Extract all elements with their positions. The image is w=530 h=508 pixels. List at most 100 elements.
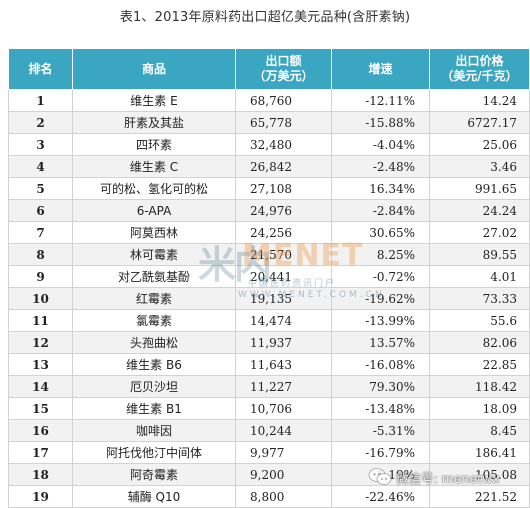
header-product: 商品 bbox=[72, 48, 236, 90]
cell-price: 14.24 bbox=[429, 89, 530, 112]
cell-product: 6-APA bbox=[72, 199, 236, 222]
table-row: 16 咖啡因 10,244 -5.31% 8.45 bbox=[8, 419, 530, 442]
cell-export: 19,135 bbox=[235, 287, 332, 310]
cell-growth: -22.46% bbox=[331, 485, 430, 508]
cell-growth: -12.11% bbox=[331, 89, 430, 112]
table-row: 2 肝素及其盐 65,778 -15.88% 6727.17 bbox=[8, 111, 530, 134]
cell-product: 头孢曲松 bbox=[72, 331, 236, 354]
table-caption: 表1、2013年原料药出口超亿美元品种(含肝素钠) bbox=[119, 10, 411, 25]
cell-rank: 18 bbox=[8, 463, 73, 486]
cell-product: 维生素 B1 bbox=[72, 397, 236, 420]
header-row: 排名 商品 出口额 （万美元） 增速 出口价格 （美元/千克） bbox=[8, 48, 530, 90]
cell-rank: 4 bbox=[8, 155, 73, 178]
cell-growth: -2.48% bbox=[331, 155, 430, 178]
cell-rank: 19 bbox=[8, 485, 73, 508]
cell-product: 辅酶 Q10 bbox=[72, 485, 236, 508]
cell-growth: 30.65% bbox=[331, 221, 430, 244]
cell-price: 8.45 bbox=[429, 419, 530, 442]
cell-price: 27.02 bbox=[429, 221, 530, 244]
cell-growth: 79.30% bbox=[331, 375, 430, 398]
cell-product: 维生素 B6 bbox=[72, 353, 236, 376]
cell-product: 对乙酰氨基酚 bbox=[72, 265, 236, 288]
table-row: 4 维生素 C 26,842 -2.48% 3.46 bbox=[8, 155, 530, 178]
table-row: 3 四环素 32,480 -4.04% 25.06 bbox=[8, 133, 530, 156]
cell-growth: -5.31% bbox=[331, 419, 430, 442]
table-row: 5 可的松、氢化可的松 27,108 16.34% 991.65 bbox=[8, 177, 530, 200]
cell-rank: 16 bbox=[8, 419, 73, 442]
cell-price: 73.33 bbox=[429, 287, 530, 310]
cell-export: 32,480 bbox=[235, 133, 332, 156]
cell-product: 阿托伐他汀中间体 bbox=[72, 441, 236, 464]
table-row: 14 厄贝沙坦 11,227 79.30% 118.42 bbox=[8, 375, 530, 398]
cell-export: 27,108 bbox=[235, 177, 332, 200]
cell-export: 14,474 bbox=[235, 309, 332, 332]
table-row: 7 阿莫西林 24,256 30.65% 27.02 bbox=[8, 221, 530, 244]
cell-growth: -13.48% bbox=[331, 397, 430, 420]
header-export-line2: （万美元） bbox=[253, 69, 314, 83]
cell-rank: 11 bbox=[8, 309, 73, 332]
cell-price: 105.08 bbox=[429, 463, 530, 486]
cell-growth: -1.19% bbox=[331, 463, 430, 486]
cell-export: 24,256 bbox=[235, 221, 332, 244]
cell-rank: 15 bbox=[8, 397, 73, 420]
cell-price: 89.55 bbox=[429, 243, 530, 266]
cell-export: 21,570 bbox=[235, 243, 332, 266]
cell-growth: -13.99% bbox=[331, 309, 430, 332]
table-row: 17 阿托伐他汀中间体 9,977 -16.79% 186.41 bbox=[8, 441, 530, 464]
cell-price: 186.41 bbox=[429, 441, 530, 464]
cell-export: 10,244 bbox=[235, 419, 332, 442]
cell-export: 65,778 bbox=[235, 111, 332, 134]
table-row: 10 红霉素 19,135 -19.62% 73.33 bbox=[8, 287, 530, 310]
cell-product: 氯霉素 bbox=[72, 309, 236, 332]
cell-growth: -0.72% bbox=[331, 265, 430, 288]
cell-export: 11,937 bbox=[235, 331, 332, 354]
cell-rank: 17 bbox=[8, 441, 73, 464]
table-row: 1 维生素 E 68,760 -12.11% 14.24 bbox=[8, 89, 530, 112]
cell-rank: 9 bbox=[8, 265, 73, 288]
table-row: 12 头孢曲松 11,937 13.57% 82.06 bbox=[8, 331, 530, 354]
cell-rank: 8 bbox=[8, 243, 73, 266]
header-growth: 增速 bbox=[331, 48, 430, 90]
cell-product: 肝素及其盐 bbox=[72, 111, 236, 134]
cell-growth: -15.88% bbox=[331, 111, 430, 134]
table-row: 13 维生素 B6 11,643 -16.08% 22.85 bbox=[8, 353, 530, 376]
cell-growth: -16.08% bbox=[331, 353, 430, 376]
cell-export: 68,760 bbox=[235, 89, 332, 112]
export-table: 排名 商品 出口额 （万美元） 增速 出口价格 （美元/千克） 1 维生素 E 68… bbox=[8, 48, 530, 508]
cell-rank: 7 bbox=[8, 221, 73, 244]
cell-export: 8,800 bbox=[235, 485, 332, 508]
cell-rank: 14 bbox=[8, 375, 73, 398]
table-row: 8 林可霉素 21,570 8.25% 89.55 bbox=[8, 243, 530, 266]
cell-product: 可的松、氢化可的松 bbox=[72, 177, 236, 200]
cell-growth: -2.84% bbox=[331, 199, 430, 222]
cell-export: 11,227 bbox=[235, 375, 332, 398]
cell-price: 82.06 bbox=[429, 331, 530, 354]
cell-export: 26,842 bbox=[235, 155, 332, 178]
cell-product: 厄贝沙坦 bbox=[72, 375, 236, 398]
cell-export: 9,977 bbox=[235, 441, 332, 464]
table-row: 9 对乙酰氨基酚 20,441 -0.72% 4.01 bbox=[8, 265, 530, 288]
cell-product: 维生素 C bbox=[72, 155, 236, 178]
cell-growth: -19.62% bbox=[331, 287, 430, 310]
header-price-line2: （美元/千克） bbox=[441, 69, 518, 83]
cell-price: 4.01 bbox=[429, 265, 530, 288]
table-row: 18 阿奇霉素 9,200 -1.19% 105.08 bbox=[8, 463, 530, 486]
cell-product: 维生素 E bbox=[72, 89, 236, 112]
cell-price: 25.06 bbox=[429, 133, 530, 156]
table-row: 15 维生素 B1 10,706 -13.48% 18.09 bbox=[8, 397, 530, 420]
cell-rank: 5 bbox=[8, 177, 73, 200]
header-price-line1: 出口价格 bbox=[455, 54, 504, 68]
cell-growth: 13.57% bbox=[331, 331, 430, 354]
cell-export: 9,200 bbox=[235, 463, 332, 486]
cell-growth: 16.34% bbox=[331, 177, 430, 200]
cell-price: 118.42 bbox=[429, 375, 530, 398]
cell-rank: 12 bbox=[8, 331, 73, 354]
cell-product: 咖啡因 bbox=[72, 419, 236, 442]
header-price: 出口价格 （美元/千克） bbox=[429, 48, 530, 90]
cell-rank: 10 bbox=[8, 287, 73, 310]
table-row: 6 6-APA 24,976 -2.84% 24.24 bbox=[8, 199, 530, 222]
header-export: 出口额 （万美元） bbox=[235, 48, 332, 90]
cell-growth: -4.04% bbox=[331, 133, 430, 156]
table-row: 11 氯霉素 14,474 -13.99% 55.6 bbox=[8, 309, 530, 332]
cell-price: 24.24 bbox=[429, 199, 530, 222]
